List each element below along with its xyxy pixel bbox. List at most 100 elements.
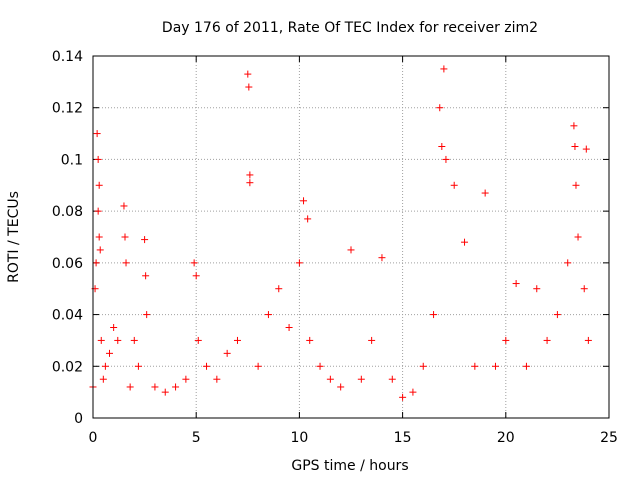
data-point [190, 259, 198, 267]
data-point [161, 388, 169, 396]
x-tick-label: 5 [192, 430, 201, 446]
data-point [368, 336, 376, 344]
data-point [142, 272, 150, 280]
data-point [96, 246, 104, 254]
y-tick-label: 0.14 [52, 49, 83, 65]
data-point [223, 349, 231, 357]
y-tick-label: 0.08 [52, 204, 83, 220]
data-point [106, 349, 114, 357]
data-point [570, 122, 578, 130]
data-point [95, 233, 103, 241]
data-point [94, 207, 102, 215]
data-point [194, 336, 202, 344]
data-point [141, 236, 149, 244]
data-point [254, 362, 262, 370]
data-point [110, 324, 118, 331]
data-point [442, 155, 450, 163]
x-axis-label: GPS time / hours [291, 458, 408, 474]
data-point [440, 65, 448, 73]
data-point [471, 362, 479, 370]
data-point [582, 145, 590, 153]
data-point [572, 181, 580, 189]
data-point [571, 143, 579, 150]
y-tick-label: 0.06 [52, 256, 83, 272]
data-point [121, 233, 129, 241]
y-tick-label: 0 [74, 411, 83, 427]
data-point [399, 393, 407, 401]
x-tick-label: 25 [600, 430, 618, 446]
data-point [134, 362, 142, 370]
data-point [512, 280, 520, 288]
data-point [246, 171, 254, 179]
data-points [89, 65, 592, 401]
data-point [337, 383, 345, 391]
data-point [316, 362, 324, 370]
data-point [450, 181, 458, 189]
x-tick-label: 10 [290, 430, 308, 446]
y-axis-label: ROTI / TECUs [6, 191, 22, 283]
data-point [580, 285, 588, 293]
data-point [143, 311, 151, 319]
data-point [95, 181, 103, 189]
data-point [481, 189, 489, 197]
data-point [203, 362, 211, 370]
data-point [213, 375, 221, 383]
data-point [130, 336, 138, 344]
data-point [378, 254, 386, 262]
data-point [304, 215, 312, 223]
data-point [244, 70, 252, 78]
data-point [522, 362, 530, 370]
data-point [409, 388, 417, 396]
data-point [151, 383, 159, 391]
x-tick-label: 0 [89, 430, 98, 446]
data-point [245, 83, 253, 91]
data-point [97, 336, 105, 344]
data-point [101, 362, 109, 370]
data-point [574, 233, 582, 241]
data-point [246, 179, 254, 187]
data-point [94, 155, 102, 163]
data-point [182, 375, 190, 383]
data-point [114, 336, 122, 344]
data-point [326, 375, 334, 383]
data-point [553, 311, 561, 319]
data-point [264, 311, 272, 319]
data-point [92, 259, 100, 267]
axis-ticks: 0 5 10 15 20 25 0 0.02 0.04 0.06 0.08 0.1 0.12 0.14 [52, 49, 618, 446]
x-tick-label: 20 [497, 430, 515, 446]
data-point [120, 202, 128, 210]
data-point [300, 197, 308, 205]
data-point [347, 246, 355, 254]
data-point [122, 259, 130, 267]
y-tick-label: 0.1 [61, 152, 83, 168]
data-point [438, 143, 446, 150]
data-point [295, 259, 303, 267]
data-point [233, 336, 241, 344]
data-point [502, 336, 510, 344]
plot-frame [92, 55, 610, 419]
data-point [126, 383, 134, 391]
data-point [430, 311, 438, 319]
data-point [285, 324, 293, 331]
gridlines [93, 56, 609, 418]
data-point [436, 104, 444, 112]
x-tick-label: 15 [394, 430, 412, 446]
data-point [564, 259, 572, 267]
data-point [357, 375, 365, 383]
y-tick-label: 0.04 [52, 308, 83, 324]
data-point [275, 285, 283, 293]
data-point [461, 238, 469, 246]
chart-title: Day 176 of 2011, Rate Of TEC Index for r… [162, 20, 538, 36]
y-tick-label: 0.02 [52, 359, 83, 375]
data-point [584, 336, 592, 344]
data-point [99, 375, 107, 383]
data-point [388, 375, 396, 383]
data-point [419, 362, 427, 370]
data-point [192, 272, 200, 280]
data-point [93, 130, 101, 138]
data-point [533, 285, 541, 293]
data-point [306, 336, 314, 344]
y-tick-label: 0.12 [52, 101, 83, 117]
data-point [491, 362, 499, 370]
